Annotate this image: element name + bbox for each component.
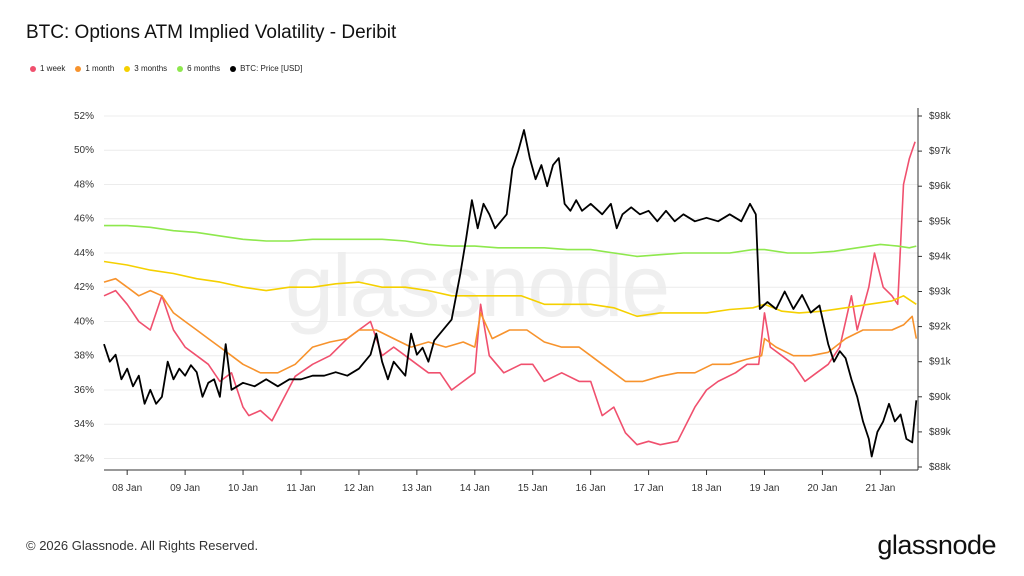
legend-swatch — [177, 65, 184, 72]
legend-label: 3 months — [134, 64, 168, 73]
legend-label: BTC: Price [USD] — [240, 64, 303, 73]
legend-item-1-week[interactable]: 1 week — [30, 64, 65, 73]
x-tick-label: 20 Jan — [807, 483, 837, 494]
y-left-tick-label: 42% — [74, 282, 94, 293]
y-right-tick-label: $98k — [929, 111, 952, 122]
y-right-tick-label: $96k — [929, 181, 952, 192]
legend-swatch — [124, 65, 131, 72]
legend: 1 week 1 month 3 months 6 months BTC: Pr… — [30, 64, 302, 73]
y-left-tick-label: 50% — [74, 145, 94, 156]
legend-item-6-months[interactable]: 6 months — [177, 64, 220, 73]
brand-logo[interactable]: glassnode — [877, 530, 996, 560]
x-tick-label: 18 Jan — [692, 483, 722, 494]
x-tick-label: 11 Jan — [286, 483, 315, 494]
series-line-1-week — [103, 141, 916, 446]
chart-title: BTC: Options ATM Implied Volatility - De… — [26, 22, 397, 43]
y-left-tick-label: 32% — [74, 453, 94, 464]
legend-label: 1 month — [85, 64, 115, 73]
legend-item-btc-price[interactable]: BTC: Price [USD] — [230, 64, 302, 73]
y-right-tick-label: $95k — [929, 216, 952, 227]
y-right-tick-label: $97k — [929, 146, 952, 157]
legend-swatch — [30, 65, 36, 72]
legend-label: 1 week — [40, 64, 66, 73]
copyright-text: © 2026 Glassnode. All Rights Reserved. — [26, 538, 259, 553]
y-right-tick-label: $90k — [929, 392, 952, 403]
y-right-tick-label: $92k — [929, 322, 952, 333]
y-left-tick-label: 48% — [74, 179, 94, 190]
x-tick-label: 19 Jan — [749, 483, 779, 494]
series-line-1-month — [103, 277, 918, 383]
y-left-tick-label: 46% — [74, 214, 94, 225]
y-left-tick-label: 44% — [74, 248, 94, 259]
y-right-tick-label: $94k — [929, 251, 952, 262]
legend-swatch — [230, 65, 237, 72]
x-tick-label: 10 Jan — [228, 483, 258, 494]
y-left-tick-label: 38% — [74, 351, 94, 362]
x-tick-label: 16 Jan — [576, 483, 606, 494]
y-left-tick-label: 36% — [74, 385, 94, 396]
series-line-3-months — [103, 260, 917, 318]
legend-item-1-month[interactable]: 1 month — [75, 64, 114, 73]
x-tick-label: 15 Jan — [518, 483, 548, 494]
x-tick-label: 14 Jan — [460, 483, 490, 494]
legend-item-3-months[interactable]: 3 months — [124, 64, 167, 73]
legend-label: 6 months — [187, 64, 221, 73]
y-left-tick-label: 52% — [74, 111, 94, 122]
y-right-tick-label: $93k — [929, 287, 952, 298]
x-tick-label: 12 Jan — [344, 483, 374, 494]
x-tick-label: 21 Jan — [865, 483, 895, 494]
series-line-btc-price-usd — [103, 129, 918, 458]
y-left-tick-label: 34% — [74, 419, 94, 430]
y-right-tick-label: $91k — [929, 357, 952, 368]
x-tick-label: 08 Jan — [112, 483, 142, 494]
y-right-tick-label: $88k — [929, 462, 952, 473]
series-line-6-months — [104, 224, 917, 258]
y-left-tick-label: 40% — [74, 316, 94, 327]
legend-swatch — [75, 65, 82, 72]
x-tick-label: 13 Jan — [402, 483, 432, 494]
x-tick-label: 17 Jan — [634, 483, 664, 494]
x-tick-label: 09 Jan — [170, 483, 200, 494]
y-right-tick-label: $89k — [929, 427, 952, 438]
